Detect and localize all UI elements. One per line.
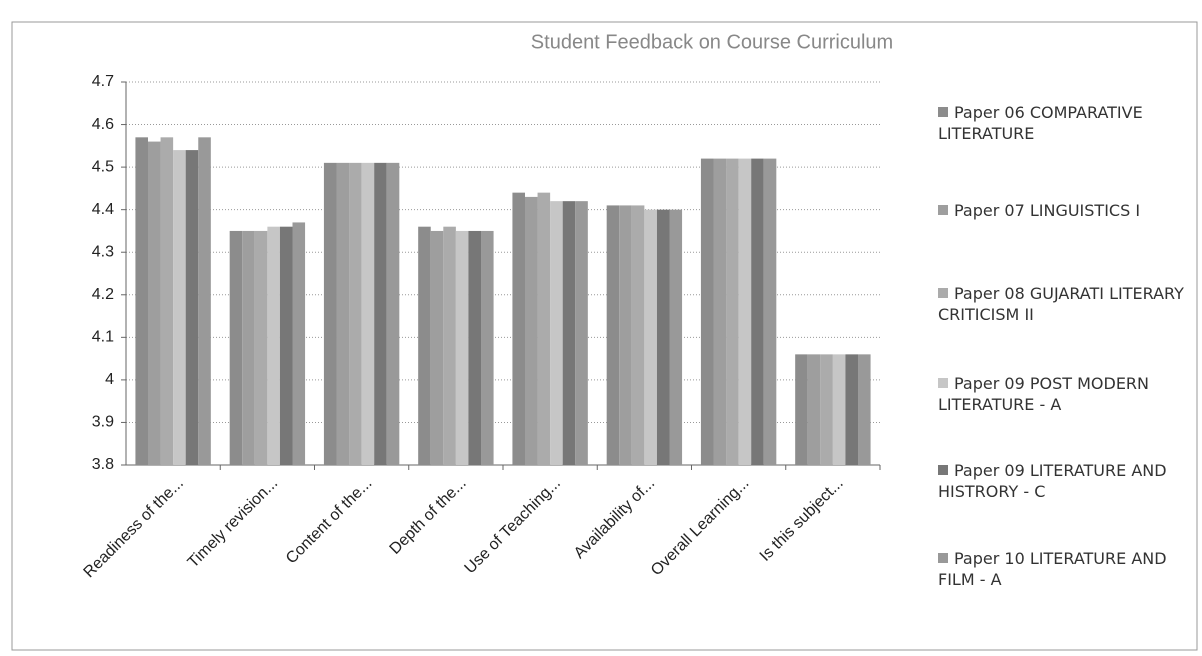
bar [386, 162, 400, 465]
bar [336, 162, 350, 465]
bar [147, 141, 161, 466]
bar [374, 162, 387, 465]
legend-swatch [938, 205, 948, 215]
bar [349, 162, 362, 465]
x-tick-label: Timely revision... [185, 475, 281, 571]
legend-swatch [938, 378, 948, 388]
bar [524, 196, 538, 465]
x-tick-label: Availability of... [571, 475, 658, 562]
y-tick-label: 3.8 [92, 456, 114, 473]
bar [832, 354, 846, 465]
bar [858, 354, 871, 465]
y-tick-label: 4.2 [92, 286, 114, 303]
bar [575, 201, 588, 465]
frame [11, 21, 1198, 651]
bar [807, 354, 821, 465]
bar [468, 230, 482, 465]
bar [656, 209, 670, 465]
bar [726, 158, 739, 465]
y-tick-label: 4 [105, 371, 114, 388]
y-tick-label: 4.1 [92, 329, 114, 346]
bar [455, 230, 469, 465]
legend-entry: Paper 09 POST MODERN LITERATURE - A [938, 373, 1188, 415]
bar [292, 222, 306, 465]
bar [418, 226, 431, 465]
bar [135, 137, 148, 466]
bar [562, 201, 576, 465]
legend-swatch [938, 107, 948, 117]
legend-label: Paper 10 LITERATURE AND FILM - A [938, 549, 1167, 589]
bar [323, 162, 337, 465]
legend-swatch [938, 553, 948, 563]
legend-entry: Paper 07 LINGUISTICS I [938, 200, 1188, 221]
legend-label: Paper 07 LINGUISTICS I [954, 201, 1141, 220]
bar [242, 230, 255, 465]
bar [713, 158, 727, 465]
legend-label: Paper 09 LITERATURE AND HISTRORY - C [938, 461, 1167, 501]
legend-entry: Paper 08 GUJARATI LITERARY CRITICISM II [938, 283, 1188, 325]
bar [606, 205, 620, 465]
x-tick-label: Is this subject... [757, 475, 847, 565]
bar [512, 192, 525, 465]
bar [763, 158, 777, 465]
y-tick-label: 4.7 [92, 73, 114, 90]
legend-label: Paper 09 POST MODERN LITERATURE - A [938, 374, 1150, 414]
y-tick-label: 4.5 [92, 158, 114, 175]
chart-title: Student Feedback on Course Curriculum [531, 31, 893, 53]
bar [631, 205, 645, 465]
bar [185, 150, 199, 466]
legend-label: Paper 08 GUJARATI LITERARY CRITICISM II [938, 284, 1184, 324]
y-tick-label: 4.6 [92, 116, 114, 133]
x-tick-label: Use of Teaching... [462, 475, 564, 577]
bar [795, 354, 808, 465]
bar [267, 226, 280, 465]
bar [751, 158, 764, 465]
bar [738, 158, 752, 465]
legend-swatch [938, 288, 948, 298]
bar [443, 226, 456, 465]
bar [481, 230, 494, 465]
bar [550, 201, 563, 465]
bar [229, 230, 243, 465]
y-tick-label: 4.4 [92, 201, 114, 218]
y-tick-label: 4.3 [92, 243, 114, 260]
bar [173, 150, 186, 466]
legend-label: Paper 06 COMPARATIVE LITERATURE [938, 103, 1143, 143]
bar [279, 226, 293, 465]
bar [669, 209, 683, 465]
bar [537, 192, 551, 465]
bar [198, 137, 211, 466]
y-tick-label: 3.9 [92, 414, 114, 431]
bar [254, 230, 268, 465]
bar [644, 209, 657, 465]
bar [700, 158, 714, 465]
x-tick-label: Overall Learning... [648, 475, 752, 579]
x-tick-label: Readiness of the... [81, 475, 187, 581]
x-tick-label: Content of the... [283, 475, 376, 568]
legend-swatch [938, 465, 948, 475]
bar [430, 230, 444, 465]
legend-entry: Paper 10 LITERATURE AND FILM - A [938, 548, 1188, 590]
bar [845, 354, 859, 465]
bar [619, 205, 632, 465]
bar [160, 137, 174, 466]
bar [820, 354, 833, 465]
legend-entry: Paper 06 COMPARATIVE LITERATURE [938, 102, 1188, 144]
bar [361, 162, 375, 465]
legend-entry: Paper 09 LITERATURE AND HISTRORY - C [938, 460, 1188, 502]
x-tick-label: Depth of the... [387, 475, 470, 558]
